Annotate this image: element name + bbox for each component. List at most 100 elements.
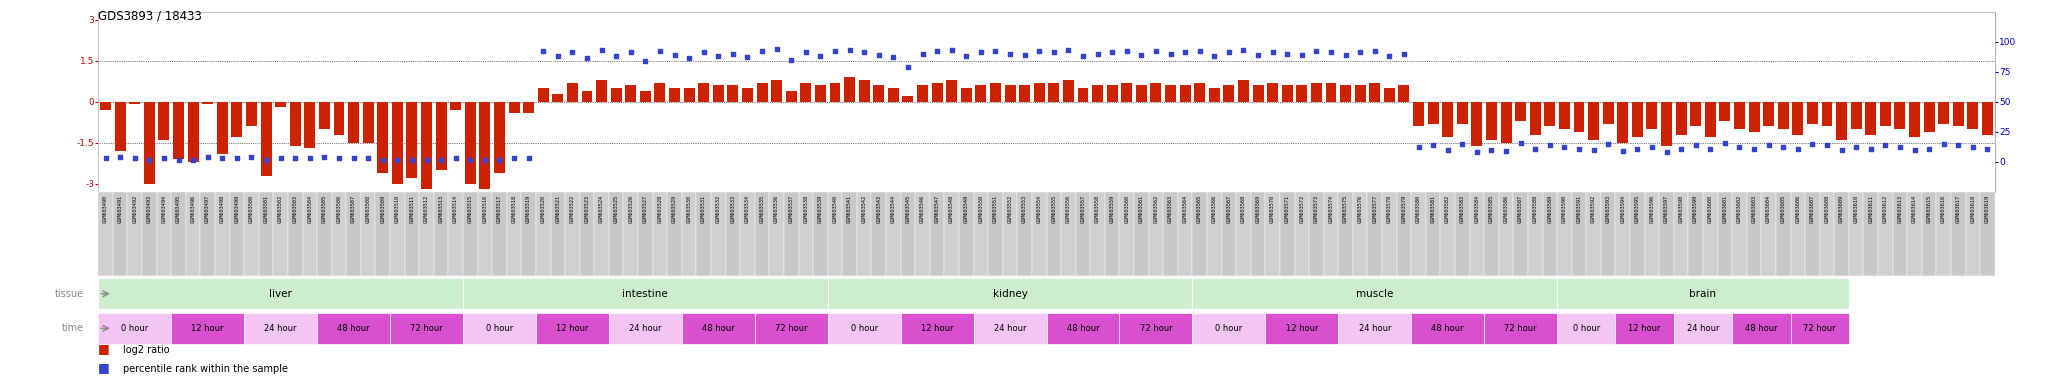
Point [1198,53,1231,59]
Text: GSM603537: GSM603537 [788,195,795,223]
Text: GSM603581: GSM603581 [1432,195,1436,223]
Text: 72 hour: 72 hour [774,324,807,333]
Point [1825,147,1858,153]
Point [1665,146,1698,152]
Point [1708,140,1741,146]
Bar [799,192,813,276]
Text: tissue: tissue [55,289,84,299]
Bar [1704,192,1718,276]
Bar [98,192,113,276]
Bar [334,102,344,134]
Bar [639,91,651,102]
Bar [901,192,915,276]
Text: GSM603491: GSM603491 [117,195,123,223]
Point [1022,48,1055,54]
Bar [1587,102,1599,140]
Bar [1208,88,1221,102]
Bar [258,192,272,276]
Point [1606,148,1638,154]
Text: GSM603539: GSM603539 [817,195,823,223]
Text: 24 hour: 24 hour [993,324,1026,333]
Bar [1513,192,1528,276]
Bar [451,102,461,110]
Bar [1937,102,1950,124]
Bar [670,88,680,102]
Text: GSM603613: GSM603613 [1896,195,1903,223]
Bar [1178,192,1192,276]
Point [1096,50,1128,56]
Text: GSM603544: GSM603544 [891,195,895,223]
Point [119,155,152,161]
Point [483,156,516,162]
Bar [174,102,184,159]
Point [1956,144,1989,151]
Point [469,156,502,162]
Bar [1573,102,1585,132]
Bar [1501,102,1511,143]
Point [600,53,633,59]
Point [1767,144,1800,151]
Bar [508,102,520,113]
Bar [143,102,156,184]
Bar [1370,83,1380,102]
Text: GSM603617: GSM603617 [1956,195,1960,223]
Bar [827,278,1192,310]
Point [555,50,590,56]
Point [1970,146,2003,152]
Text: GSM603517: GSM603517 [498,195,502,223]
Bar [1323,192,1337,276]
Text: 12 hour: 12 hour [922,324,954,333]
Text: GSM603567: GSM603567 [1227,195,1231,223]
Text: GSM603587: GSM603587 [1518,195,1524,223]
Bar [580,192,594,276]
Bar [1018,192,1032,276]
Point [1489,148,1522,154]
Bar [553,94,563,102]
Bar [1587,192,1602,276]
Bar [479,102,489,189]
Text: GSM603565: GSM603565 [1198,195,1202,223]
Text: 0 hour: 0 hour [1573,324,1599,333]
Bar [655,83,666,102]
Bar [610,88,623,102]
Bar [1733,313,1790,344]
Point [236,154,268,160]
Text: GSM603530: GSM603530 [686,195,692,223]
Bar [961,88,971,102]
Point [541,53,573,59]
Text: GSM603583: GSM603583 [1460,195,1464,223]
Bar [317,313,389,344]
Text: GSM603535: GSM603535 [760,195,764,223]
Text: 48 hour: 48 hour [338,324,371,333]
Point [1155,51,1188,57]
Text: GSM603545: GSM603545 [905,195,911,223]
Point [672,55,705,61]
Bar [113,192,127,276]
Text: GSM603540: GSM603540 [831,195,838,223]
Bar [1135,192,1149,276]
Point [1403,144,1436,151]
Text: GSM603566: GSM603566 [1212,195,1217,223]
Point [760,46,793,52]
Bar [1163,192,1178,276]
Text: GSM603494: GSM603494 [162,195,166,223]
Point [993,51,1026,57]
Bar [1149,192,1163,276]
Bar [1194,83,1204,102]
Text: GSM603555: GSM603555 [1051,195,1057,223]
Point [1124,52,1157,58]
Point [1534,142,1567,148]
Point [1796,141,1829,147]
Point [1389,51,1421,57]
Text: GSM603522: GSM603522 [569,195,575,223]
Bar [1733,192,1747,276]
Point [1636,144,1669,151]
Text: GSM603499: GSM603499 [233,195,240,223]
Bar [1530,102,1540,134]
Point [702,53,735,59]
Point [279,155,311,161]
Bar [1864,192,1878,276]
Text: brain: brain [1690,289,1716,299]
Bar [915,192,930,276]
Bar [1120,192,1135,276]
